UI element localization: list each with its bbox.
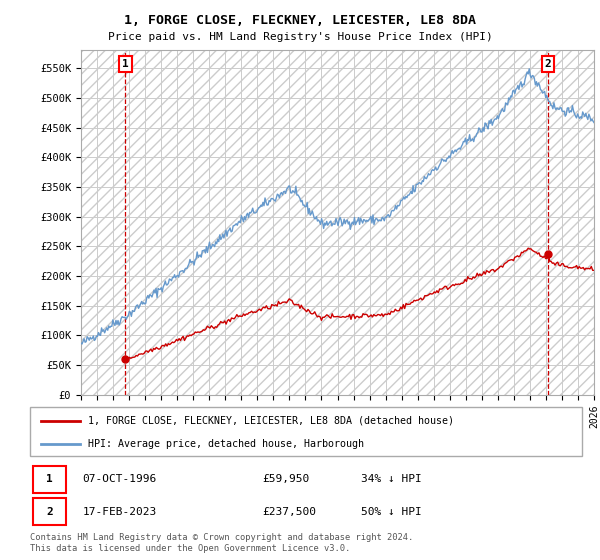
Text: 1: 1 xyxy=(122,59,129,69)
Text: 2: 2 xyxy=(544,59,551,69)
Text: Contains HM Land Registry data © Crown copyright and database right 2024.
This d: Contains HM Land Registry data © Crown c… xyxy=(30,533,413,553)
Text: 50% ↓ HPI: 50% ↓ HPI xyxy=(361,507,422,517)
FancyBboxPatch shape xyxy=(33,498,66,525)
Text: 17-FEB-2023: 17-FEB-2023 xyxy=(82,507,157,517)
Text: £237,500: £237,500 xyxy=(262,507,316,517)
Text: Price paid vs. HM Land Registry's House Price Index (HPI): Price paid vs. HM Land Registry's House … xyxy=(107,32,493,43)
Text: 2: 2 xyxy=(46,507,53,517)
Text: 1: 1 xyxy=(46,474,53,484)
Text: £59,950: £59,950 xyxy=(262,474,309,484)
Text: HPI: Average price, detached house, Harborough: HPI: Average price, detached house, Harb… xyxy=(88,439,364,449)
FancyBboxPatch shape xyxy=(33,466,66,493)
Text: 1, FORGE CLOSE, FLECKNEY, LEICESTER, LE8 8DA: 1, FORGE CLOSE, FLECKNEY, LEICESTER, LE8… xyxy=(124,14,476,27)
Text: 34% ↓ HPI: 34% ↓ HPI xyxy=(361,474,422,484)
Text: 1, FORGE CLOSE, FLECKNEY, LEICESTER, LE8 8DA (detached house): 1, FORGE CLOSE, FLECKNEY, LEICESTER, LE8… xyxy=(88,416,454,426)
Text: 07-OCT-1996: 07-OCT-1996 xyxy=(82,474,157,484)
FancyBboxPatch shape xyxy=(30,407,582,456)
